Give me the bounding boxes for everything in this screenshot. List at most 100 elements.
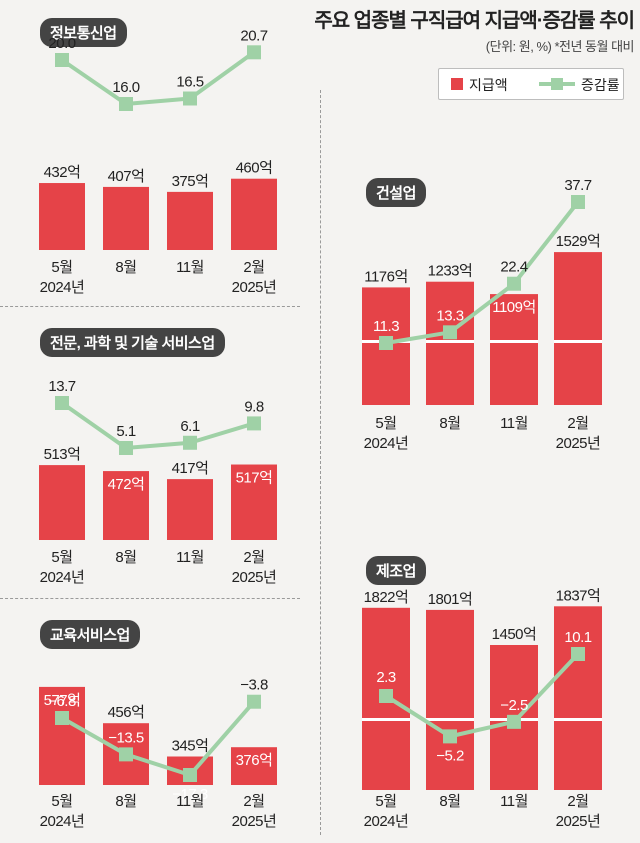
rate-value-label: 2.3 [376, 669, 396, 686]
year-label: 2024년 [40, 569, 85, 586]
year-label: 2024년 [364, 435, 409, 452]
rate-value-label: −3.8 [240, 677, 268, 694]
year-label: 2025년 [556, 435, 601, 452]
rate-value-label: −6.8 [48, 693, 76, 710]
bar-value-label: 1801억 [428, 591, 473, 608]
panel-title-education: 교육서비스업 [40, 620, 140, 649]
bar [39, 465, 85, 540]
bar [103, 471, 149, 540]
chart-panel-1: 513억 472억 417억 517억 13.7 5.1 6.1 9.8 5월 2024년 8월 11… [39, 378, 277, 586]
rate-value-label: 9.8 [244, 398, 264, 415]
bar-value-label: 472억 [108, 476, 145, 493]
year-label: 2025년 [556, 813, 601, 830]
panel-title-manufacturing: 제조업 [366, 556, 426, 585]
bar [39, 686, 85, 785]
bar-value-label: 460억 [236, 160, 273, 177]
rate-value-label: −2.5 [500, 697, 528, 714]
category-label: 11월 [176, 259, 204, 276]
bar [231, 178, 277, 250]
category-label: 5월 [51, 549, 72, 566]
category-label: 11월 [500, 793, 528, 810]
rate-marker [247, 45, 261, 60]
rate-marker [443, 729, 457, 744]
rate-marker [571, 647, 585, 661]
bar [554, 606, 602, 790]
category-label: 11월 [500, 415, 528, 432]
rate-value-label: 10.1 [564, 629, 591, 646]
rate-line [385, 200, 580, 345]
rate-value-label: 16.0 [112, 79, 139, 96]
year-label: 2025년 [232, 569, 277, 586]
rate-value-label: −17.3 [172, 786, 208, 803]
rate-value-label: 37.7 [564, 177, 591, 194]
chart-panel-3: 1176억 1233억 1109억 1529억 11.3 13.3 22.4 37.7 5월 20… [362, 177, 602, 452]
bar-value-label: 375억 [172, 173, 209, 190]
year-label: 2025년 [232, 279, 277, 296]
bar-break [426, 340, 474, 343]
year-label: 2024년 [364, 813, 409, 830]
category-label: 2월 [243, 259, 264, 276]
unit-note: (단위: 원, %) *전년 동월 대비 [485, 39, 635, 54]
category-label: 11월 [176, 549, 204, 566]
bar-break [554, 718, 602, 721]
rate-marker [183, 91, 197, 106]
bar [490, 294, 538, 405]
bar-break [362, 718, 410, 721]
bar-value-label: 1233억 [428, 263, 473, 280]
bar [39, 183, 85, 250]
chart-panel-4: 1822억 1801억 1450억 1837억 2.3 −5.2 −2.5 10.1 5월 202… [362, 587, 602, 830]
bar-break [490, 340, 538, 343]
chart-panel-2: 577억 456억 345억 376억 −6.8 −13.5 −17.3 −3.8 5월 2024… [39, 677, 277, 830]
rate-value-label: 20.7 [240, 27, 267, 44]
rate-marker [55, 53, 69, 67]
category-label: 5월 [375, 793, 396, 810]
year-label: 2024년 [40, 813, 85, 830]
rate-marker [507, 276, 521, 291]
category-label: 5월 [51, 259, 72, 276]
rate-marker [247, 416, 261, 431]
rate-line [384, 652, 580, 739]
bar-value-label: 432억 [44, 164, 81, 181]
bar-value-label: 1176억 [364, 268, 408, 285]
legend-line-marker [551, 78, 563, 90]
bar-value-label: 417억 [172, 460, 209, 477]
chart-panel-0: 432억 407억 375억 460억 20.0 16.0 16.5 20.7 5월 2024년 8… [39, 27, 277, 296]
legend-line-label: 증감률 [581, 77, 620, 93]
bar [103, 186, 149, 250]
rate-value-label: 6.1 [180, 418, 200, 435]
category-label: 8월 [115, 549, 136, 566]
bar-value-label: 1837억 [556, 587, 601, 604]
rate-marker [379, 336, 393, 350]
rate-line [60, 50, 256, 106]
rate-value-label: 13.7 [48, 378, 75, 395]
rate-marker [119, 747, 133, 762]
rate-marker [443, 325, 457, 340]
rate-marker [119, 441, 133, 455]
category-label: 2월 [243, 549, 264, 566]
category-label: 11월 [176, 793, 204, 810]
category-label: 8월 [439, 415, 460, 432]
category-label: 2월 [567, 415, 588, 432]
year-label: 2024년 [40, 279, 85, 296]
rate-value-label: 22.4 [500, 259, 527, 276]
rate-marker [183, 435, 197, 450]
rate-line [60, 401, 255, 450]
bar [426, 281, 474, 405]
category-label: 8월 [439, 793, 460, 810]
panel-title-construction: 건설업 [366, 178, 426, 207]
bar-value-label: 1450억 [492, 626, 537, 643]
legend-bar-swatch [451, 78, 463, 90]
rate-marker [119, 97, 133, 111]
rate-value-label: −5.2 [436, 747, 464, 764]
category-label: 2월 [567, 793, 588, 810]
rate-value-label: 20.0 [48, 35, 75, 52]
rate-value-label: 16.5 [176, 74, 203, 91]
year-label: 2025년 [232, 813, 277, 830]
legend: 지급액 증감률 [438, 68, 624, 100]
bar [426, 609, 474, 790]
bar-value-label: 1529억 [556, 233, 601, 250]
bar [231, 747, 277, 785]
panel-title-ict: 정보통신업 [40, 18, 127, 47]
category-label: 8월 [115, 793, 136, 810]
